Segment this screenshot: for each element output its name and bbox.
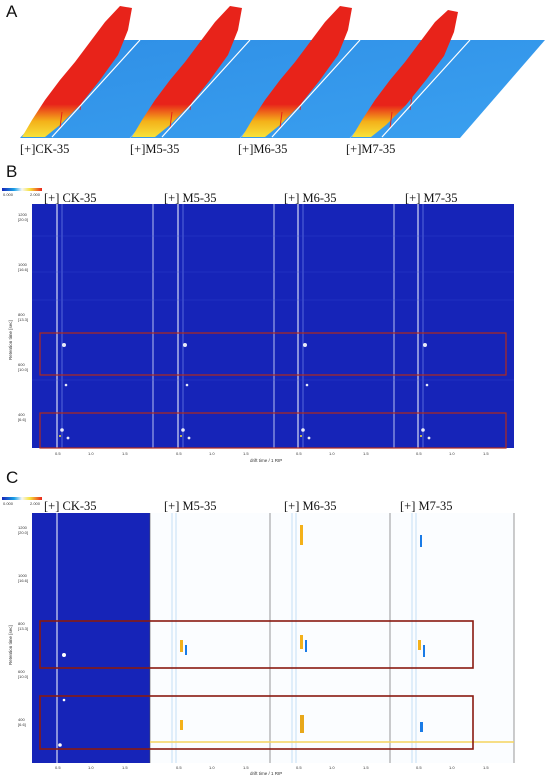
- panel-b-xtick-3: 1.5: [122, 451, 128, 456]
- panel-b-xtick-4: 0.5: [176, 451, 182, 456]
- panel-b-highlight-box-1: [39, 332, 507, 376]
- panel-b-ytick-3: 800 [13.3]: [18, 312, 29, 322]
- panel-b-xtick-5: 1.0: [209, 451, 215, 456]
- panel-b-ytick-4: 600 [10.0]: [18, 362, 29, 372]
- panel-b-sample-ck: [+] CK-35: [44, 191, 97, 205]
- panel-b-xtick-8: 1.0: [329, 451, 335, 456]
- panel-c-xlabel: drift time / 1 RIP: [250, 771, 283, 776]
- panel-c-xtick-3: 1.5: [122, 765, 128, 770]
- panel-c-reference-background: [32, 513, 150, 763]
- panel-b-letter: B: [6, 162, 18, 181]
- panel-c-difference-background: [150, 513, 514, 763]
- panel-a-sample-m7: [+]M7-35: [346, 142, 396, 156]
- panel-c-ytick-4: 600 [10.0]: [18, 669, 29, 679]
- panel-c-sample-m6: [+] M6-35: [284, 499, 337, 513]
- panel-b-xtick-12: 1.5: [483, 451, 489, 456]
- peak-ridge-ck: [22, 6, 132, 137]
- panel-b-xtick-10: 0.5: [416, 451, 422, 456]
- panel-c-highlight-box-2: [39, 695, 474, 750]
- panel-b-scale-max: 2.000: [30, 192, 41, 197]
- panel-c-scale-min: 0.000: [3, 501, 14, 506]
- panel-b-xtick-9: 1.5: [363, 451, 369, 456]
- panel-c-ytick-3: 800 [13.3]: [18, 621, 29, 631]
- panel-b-sample-m6: [+] M6-35: [284, 191, 337, 205]
- panel-c-xtick-10: 0.5: [416, 765, 422, 770]
- panel-c-xtick-2: 1.0: [88, 765, 94, 770]
- panel-b-ytick-2: 1000 [16.6]: [18, 262, 29, 272]
- panel-c-sample-m7: [+] M7-35: [400, 499, 453, 513]
- panel-c-letter: C: [6, 468, 19, 487]
- panel-b-scale-min: 0.000: [3, 192, 14, 197]
- panel-a-sample-m5: [+]M5-35: [130, 142, 180, 156]
- panel-c-highlight-box-1: [39, 620, 474, 669]
- panel-c-scale-max: 2.000: [30, 501, 41, 506]
- panel-b-sample-m7: [+] M7-35: [405, 191, 458, 205]
- peak-ridge-m5: [132, 6, 242, 137]
- panel-c-ytick-1: 1200 [20.0]: [18, 525, 29, 535]
- panel-a-letter: A: [6, 2, 18, 21]
- panel-b-xtick-2: 1.0: [88, 451, 94, 456]
- panel-b-background: [32, 204, 514, 448]
- panel-c-xtick-8: 1.0: [329, 765, 335, 770]
- panel-c-ytick-2: 1000 [16.6]: [18, 573, 29, 583]
- peak-ridge-m7: [352, 10, 458, 137]
- panel-c-sample-ck: [+] CK-35: [44, 499, 97, 513]
- panel-c-ylabel: Retention time [sec]: [8, 625, 13, 665]
- panel-c-xtick-6: 1.5: [243, 765, 249, 770]
- panel-c-xtick-11: 1.0: [449, 765, 455, 770]
- panel-b-xlabel: drift time / 1 RIP: [250, 458, 283, 463]
- panel-b-highlight-box-2: [39, 412, 507, 449]
- panel-c-xtick-7: 0.5: [296, 765, 302, 770]
- panel-b-ytick-5: 400 [6.6]: [18, 412, 26, 422]
- peak-ridge-m6: [242, 6, 352, 137]
- panel-c-xtick-9: 1.5: [363, 765, 369, 770]
- panel-a-sample-m6: [+]M6-35: [238, 142, 288, 156]
- panel-c-xtick-4: 0.5: [176, 765, 182, 770]
- panel-b-xtick-11: 1.0: [449, 451, 455, 456]
- panel-b-xtick-1: 0.5: [55, 451, 61, 456]
- panel-c-sample-m5: [+] M5-35: [164, 499, 217, 513]
- panel-b-xtick-6: 1.5: [243, 451, 249, 456]
- panel-c-xtick-12: 1.5: [483, 765, 489, 770]
- panel-b-sample-m5: [+] M5-35: [164, 191, 217, 205]
- panel-c-ytick-5: 400 [6.6]: [18, 717, 26, 727]
- panel-b-ytick-1: 1200 [20.0]: [18, 212, 29, 222]
- panel-a-3d-plot: [20, 6, 545, 139]
- panel-c-xtick-5: 1.0: [209, 765, 215, 770]
- panel-b-xtick-7: 0.5: [296, 451, 302, 456]
- panel-c-xtick-1: 0.5: [55, 765, 61, 770]
- panel-a-sample-ck: [+]CK-35: [20, 142, 70, 156]
